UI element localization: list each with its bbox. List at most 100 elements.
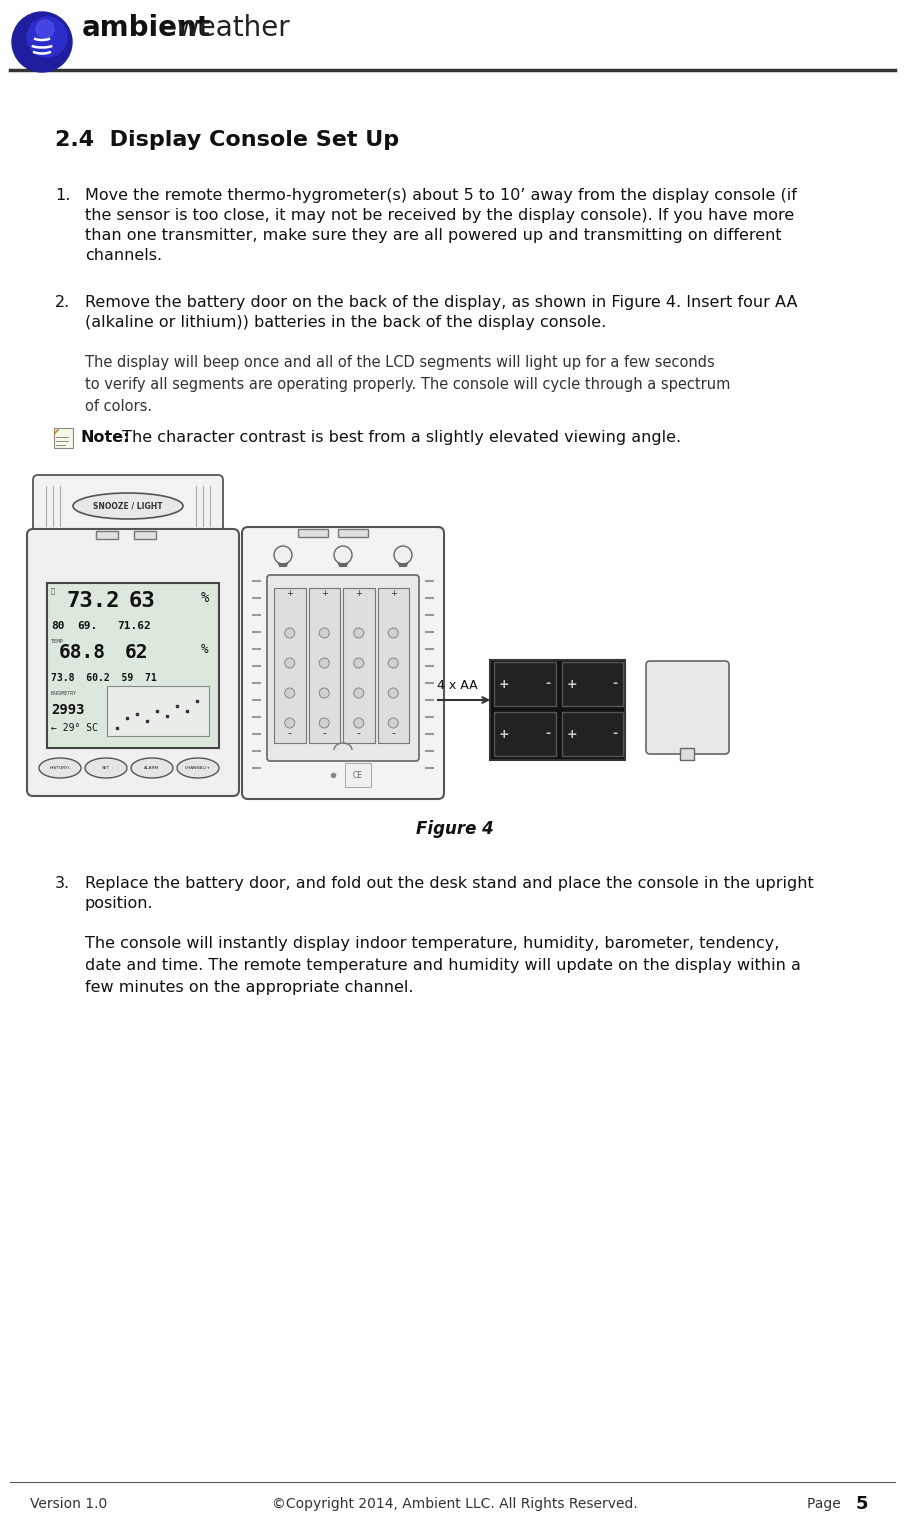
Text: Page: Page <box>807 1496 845 1511</box>
Bar <box>308 588 340 743</box>
Text: to verify all segments are operating properly. The console will cycle through a : to verify all segments are operating pro… <box>85 377 731 393</box>
Text: HISTORY/-: HISTORY/- <box>49 766 71 770</box>
Bar <box>54 428 73 449</box>
Text: weather: weather <box>177 14 291 42</box>
Text: 2993: 2993 <box>51 703 85 717</box>
Text: (alkaline or lithium)) batteries in the back of the display console.: (alkaline or lithium)) batteries in the … <box>85 315 606 330</box>
Text: few minutes on the appropriate channel.: few minutes on the appropriate channel. <box>85 979 413 994</box>
Text: +: + <box>321 588 328 597</box>
Circle shape <box>285 688 295 697</box>
Bar <box>47 584 219 747</box>
Text: of colors.: of colors. <box>85 399 152 414</box>
Text: 2.: 2. <box>55 296 70 309</box>
Circle shape <box>285 658 295 669</box>
Text: Move the remote thermo-hygrometer(s) about 5 to 10’ away from the display consol: Move the remote thermo-hygrometer(s) abo… <box>85 188 797 203</box>
Text: the sensor is too close, it may not be received by the display console). If you : the sensor is too close, it may not be r… <box>85 208 794 223</box>
Text: 71.62: 71.62 <box>117 622 151 631</box>
Ellipse shape <box>131 758 173 778</box>
Ellipse shape <box>73 493 183 518</box>
Ellipse shape <box>177 758 219 778</box>
FancyBboxPatch shape <box>33 475 223 537</box>
Text: ⓘ: ⓘ <box>51 587 56 594</box>
Bar <box>378 588 409 743</box>
Text: 4 x AA: 4 x AA <box>437 679 478 691</box>
Text: Replace the battery door, and fold out the desk stand and place the console in t: Replace the battery door, and fold out t… <box>85 876 814 891</box>
Circle shape <box>389 719 399 728</box>
Bar <box>494 713 555 756</box>
Circle shape <box>389 658 399 669</box>
Circle shape <box>319 628 329 638</box>
Bar <box>338 529 368 537</box>
Text: +: + <box>355 588 362 597</box>
Text: SET: SET <box>102 766 110 770</box>
Text: +: + <box>499 678 510 690</box>
Text: ALARM: ALARM <box>145 766 159 770</box>
Text: The display will beep once and all of the LCD segments will light up for a few s: The display will beep once and all of th… <box>85 355 714 370</box>
FancyBboxPatch shape <box>27 529 239 796</box>
Text: The console will instantly display indoor temperature, humidity, barometer, tend: The console will instantly display indoo… <box>85 935 779 951</box>
Text: -: - <box>545 728 550 740</box>
Bar <box>298 529 328 537</box>
Text: -: - <box>545 678 550 690</box>
Text: +: + <box>287 588 293 597</box>
Text: 1.: 1. <box>55 188 70 203</box>
Text: BAROMETRY: BAROMETRY <box>51 691 76 696</box>
Circle shape <box>354 688 364 697</box>
Text: +: + <box>499 728 510 740</box>
Text: CHANNEL/+: CHANNEL/+ <box>185 766 211 770</box>
Text: TEMP: TEMP <box>51 640 64 644</box>
FancyBboxPatch shape <box>646 661 729 753</box>
Text: 3.: 3. <box>55 876 70 891</box>
Circle shape <box>285 719 295 728</box>
Bar <box>134 531 156 540</box>
Bar <box>343 588 375 743</box>
Bar <box>107 687 209 735</box>
Text: %: % <box>201 591 209 605</box>
Text: Figure 4: Figure 4 <box>416 820 494 838</box>
Bar <box>494 662 555 706</box>
FancyBboxPatch shape <box>267 575 419 761</box>
Circle shape <box>354 719 364 728</box>
Circle shape <box>389 628 399 638</box>
Bar <box>561 713 623 756</box>
Text: The character contrast is best from a slightly elevated viewing angle.: The character contrast is best from a sl… <box>117 431 681 446</box>
Text: Version 1.0: Version 1.0 <box>30 1496 107 1511</box>
FancyBboxPatch shape <box>242 528 444 799</box>
Text: -: - <box>357 728 360 738</box>
Text: ← 29° SC: ← 29° SC <box>51 723 98 734</box>
Text: +: + <box>566 678 577 690</box>
Text: -: - <box>391 728 395 738</box>
Text: +: + <box>566 728 577 740</box>
Text: 2.4  Display Console Set Up: 2.4 Display Console Set Up <box>55 130 399 150</box>
Circle shape <box>354 628 364 638</box>
Circle shape <box>319 658 329 669</box>
Text: date and time. The remote temperature and humidity will update on the display wi: date and time. The remote temperature an… <box>85 958 801 973</box>
Ellipse shape <box>85 758 127 778</box>
Text: SNOOZE / LIGHT: SNOOZE / LIGHT <box>93 502 163 511</box>
Circle shape <box>354 658 364 669</box>
Circle shape <box>12 12 72 71</box>
Text: 69.: 69. <box>77 622 97 631</box>
Text: Remove the battery door on the back of the display, as shown in Figure 4. Insert: Remove the battery door on the back of t… <box>85 296 797 309</box>
Text: Note:: Note: <box>80 431 129 446</box>
Text: 80: 80 <box>51 622 65 631</box>
Text: 63: 63 <box>129 591 156 611</box>
Text: +: + <box>389 588 397 597</box>
Text: -: - <box>612 678 618 690</box>
Bar <box>490 659 625 760</box>
Bar <box>96 531 118 540</box>
Bar <box>680 747 694 760</box>
Circle shape <box>36 20 54 38</box>
Text: %: % <box>201 643 208 656</box>
Bar <box>561 662 623 706</box>
Text: -: - <box>322 728 327 738</box>
Text: 73.8  60.2  59  71: 73.8 60.2 59 71 <box>51 673 157 684</box>
Text: -: - <box>612 728 618 740</box>
Text: channels.: channels. <box>85 249 162 262</box>
Text: -: - <box>288 728 292 738</box>
Text: than one transmitter, make sure they are all powered up and transmitting on diff: than one transmitter, make sure they are… <box>85 227 782 243</box>
Circle shape <box>334 546 352 564</box>
Text: 68.8: 68.8 <box>59 643 106 662</box>
Text: 62: 62 <box>125 643 148 662</box>
Circle shape <box>319 688 329 697</box>
